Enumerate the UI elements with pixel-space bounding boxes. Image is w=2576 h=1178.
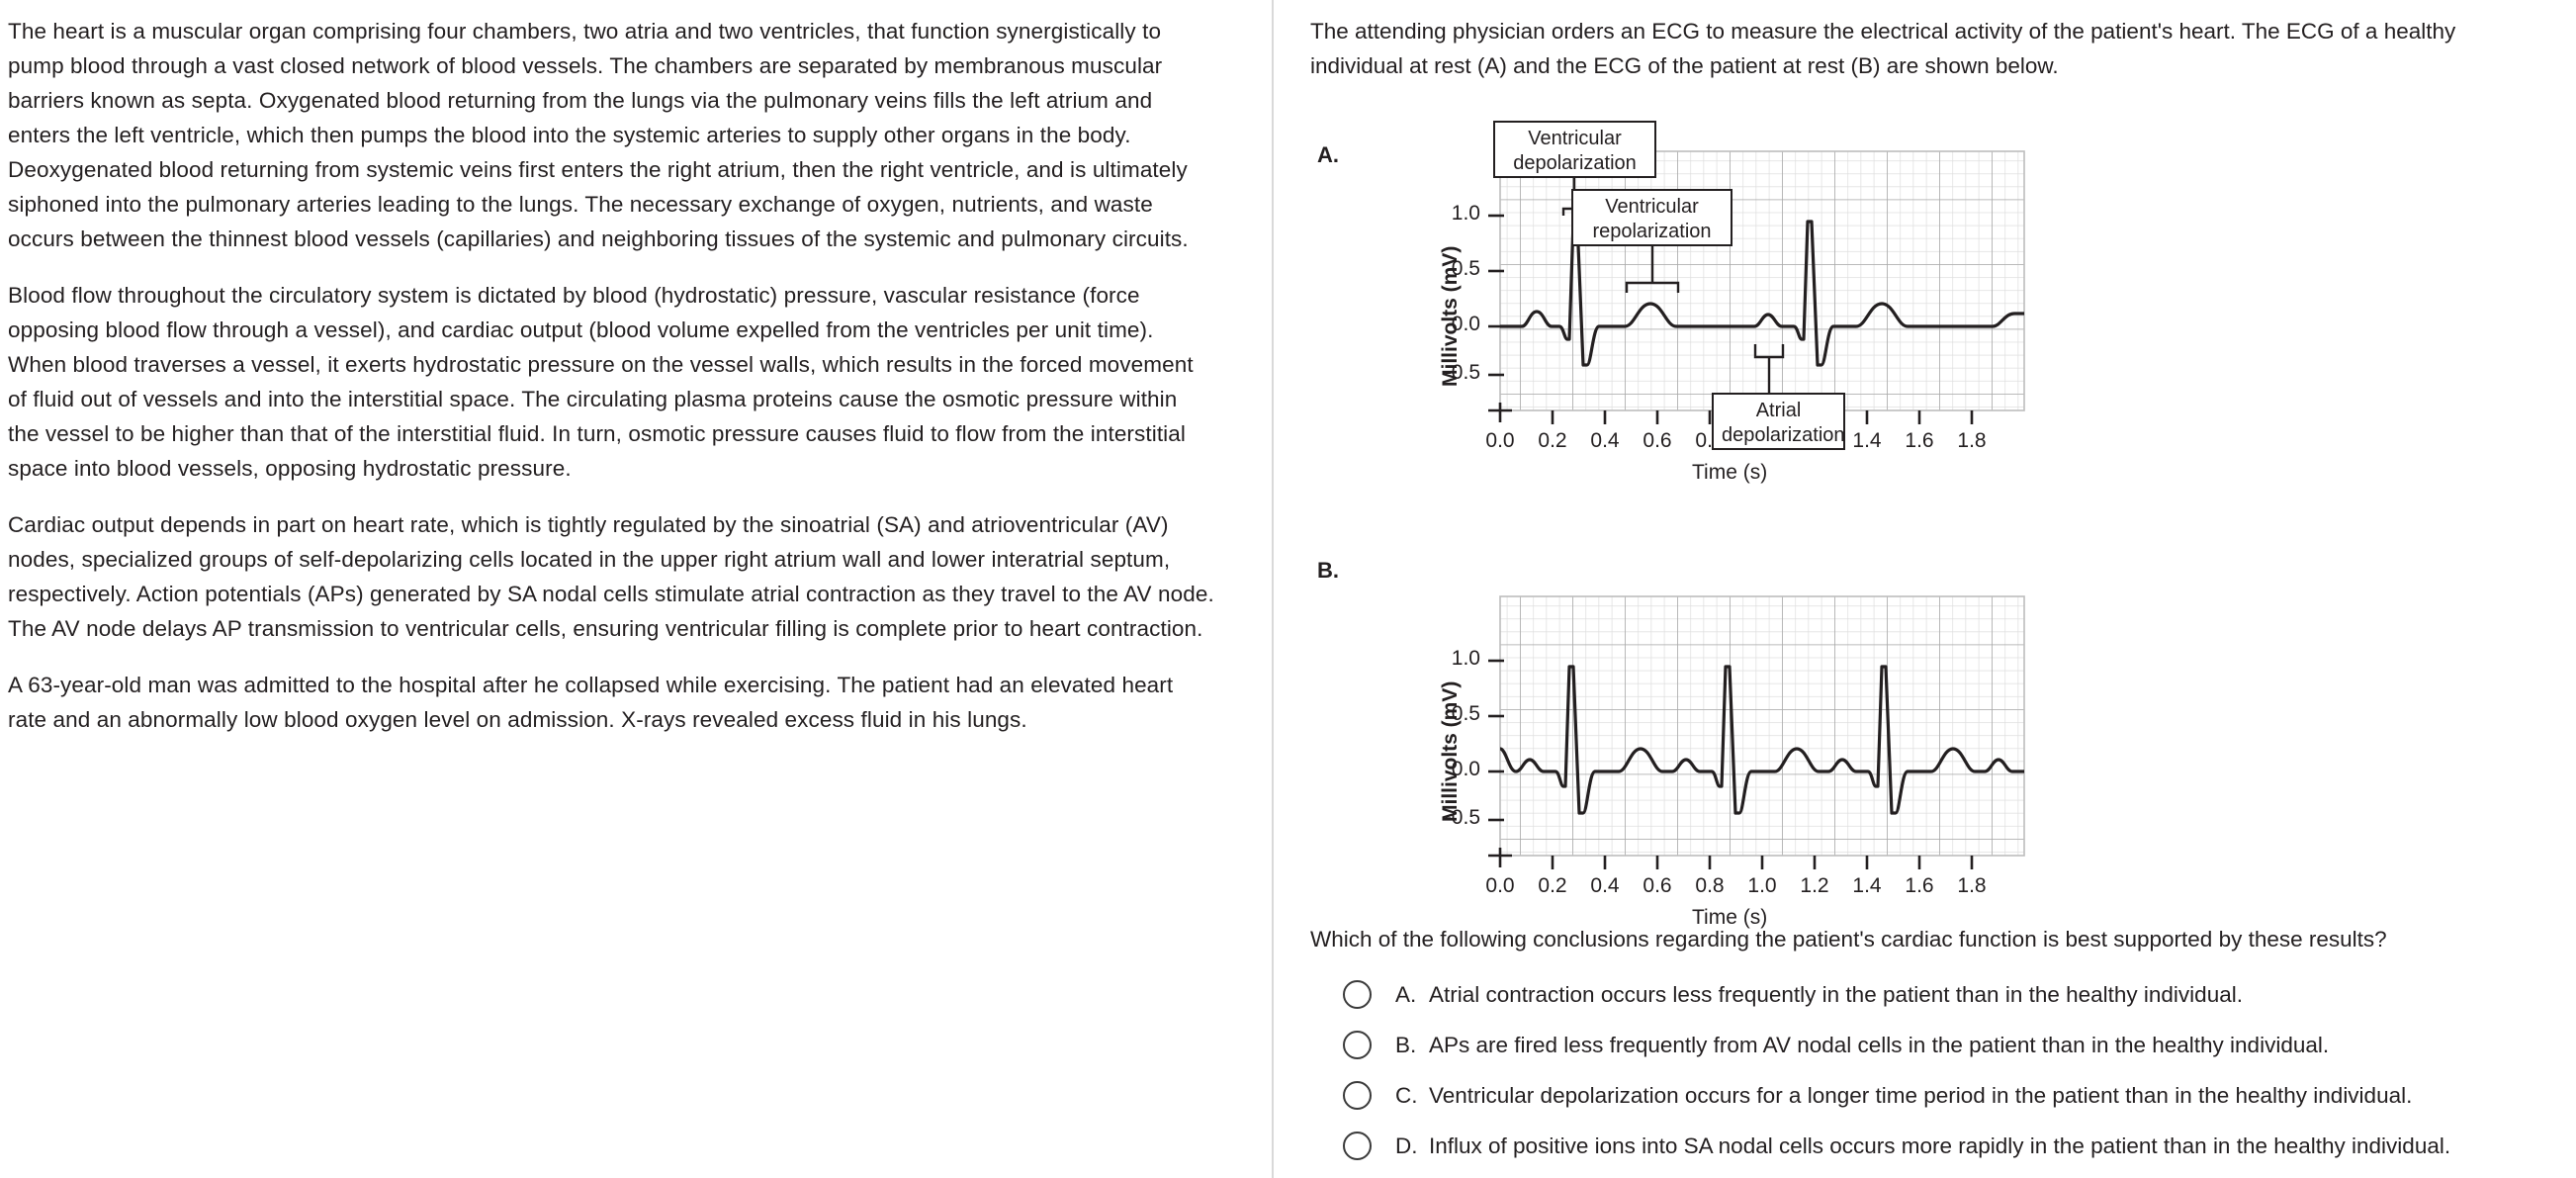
panel-a-xtick-1: 0.0 [1485, 429, 1515, 452]
panel-b-xlabel: Time (s) [1692, 906, 1768, 929]
panel-a-xlabel: Time (s) [1692, 461, 1768, 484]
panel-a-xtick-3: 0.4 [1590, 429, 1620, 452]
panel-a-xtick-10: 1.8 [1957, 429, 1987, 452]
panel-a-xtick-8: 1.4 [1852, 429, 1882, 452]
passage-paragraph-1: The heart is a muscular organ comprising… [8, 19, 1189, 251]
panel-a-xtick-2: 0.2 [1538, 429, 1567, 452]
choice-d[interactable]: D. Influx of positive ions into SA nodal… [1343, 1121, 2559, 1171]
choice-c-text: Ventricular depolarization occurs for a … [1429, 1082, 2413, 1108]
panel-b-ytick-4: -0.5 [1444, 806, 1480, 829]
panel-a-xtick-4: 0.6 [1643, 429, 1672, 452]
panel-b-xtick-7: 1.2 [1800, 874, 1829, 897]
panel-a-xtick-9: 1.6 [1905, 429, 1934, 452]
panel-b-xtick-10: 1.8 [1957, 874, 1987, 897]
passage-paragraph-4: A 63-year-old man was admitted to the ho… [8, 673, 1174, 732]
panel-b-ytick-1: 1.0 [1451, 647, 1480, 670]
passage-paragraph-3: Cardiac output depends in part on heart … [8, 512, 1214, 641]
choice-d-text: Influx of positive ions into SA nodal ce… [1429, 1133, 2451, 1158]
question-text: Which of the following conclusions regar… [1310, 927, 2387, 951]
panel-b-letter: B. [1317, 558, 1339, 583]
panel-b-xtick-2: 0.2 [1538, 874, 1567, 897]
panel-b-xtick-8: 1.4 [1852, 874, 1882, 897]
choice-d-letter: D. [1395, 1133, 1418, 1158]
panel-b-trace [1500, 665, 2024, 815]
chart-panel-b: Millivolts (mV) [1310, 580, 2349, 929]
passage-panel: The heart is a muscular organ comprising… [0, 0, 1274, 1178]
choice-c[interactable]: C. Ventricular depolarization occurs for… [1343, 1070, 2559, 1121]
radio-button-a[interactable] [1343, 980, 1372, 1009]
choice-a-letter: A. [1395, 981, 1417, 1007]
passage-paragraph-2: Blood flow throughout the circulatory sy… [8, 283, 1194, 481]
panel-b-ytick-3: 0.0 [1451, 758, 1480, 780]
chart-panel-a: Millivolts (mV) [1310, 135, 2349, 484]
panel-b-xtick-9: 1.6 [1905, 874, 1934, 897]
choice-b-letter: B. [1395, 1032, 1417, 1057]
stem-intro: The attending physician orders an ECG to… [1310, 19, 2456, 78]
ecg-figure: A. Millivolts (mV) [1310, 95, 2551, 929]
panel-a-trace [1500, 220, 2024, 367]
panel-b-xtick-6: 1.0 [1747, 874, 1777, 897]
panel-a-letter: A. [1317, 142, 1339, 167]
panel-a-ytick-4: -0.5 [1444, 361, 1480, 384]
panel-b-xtick-1: 0.0 [1485, 874, 1515, 897]
panel-a-ytick-2: 0.5 [1451, 257, 1480, 280]
choice-b-text: APs are fired less frequently from AV no… [1429, 1032, 2330, 1057]
choice-a-text: Atrial contraction occurs less frequentl… [1429, 981, 2243, 1007]
radio-button-d[interactable] [1343, 1132, 1372, 1160]
choice-c-letter: C. [1395, 1082, 1418, 1108]
question-panel: The attending physician orders an ECG to… [1276, 0, 2576, 1178]
callout-ventricular-depolarization: Ventricular depolarization [1493, 121, 1656, 178]
panel-a-ytick-3: 0.0 [1451, 313, 1480, 335]
panel-b-ytick-2: 0.5 [1451, 702, 1480, 725]
panel-b-xtick-4: 0.6 [1643, 874, 1672, 897]
panel-b-plot [1488, 595, 2025, 869]
choice-b[interactable]: B. APs are fired less frequently from AV… [1343, 1020, 2559, 1070]
radio-button-b[interactable] [1343, 1031, 1372, 1059]
callout-ventricular-repolarization: Ventricular repolarization [1571, 189, 1732, 246]
panel-b-xtick-5: 0.8 [1695, 874, 1725, 897]
radio-button-c[interactable] [1343, 1081, 1372, 1110]
answer-choices: A. Atrial contraction occurs less freque… [1343, 969, 2559, 1171]
callout-atrial-depolarization: Atrial depolarization [1712, 393, 1845, 450]
panel-a-ytick-1: 1.0 [1451, 202, 1480, 225]
choice-a[interactable]: A. Atrial contraction occurs less freque… [1343, 969, 2559, 1020]
panel-b-xtick-3: 0.4 [1590, 874, 1620, 897]
